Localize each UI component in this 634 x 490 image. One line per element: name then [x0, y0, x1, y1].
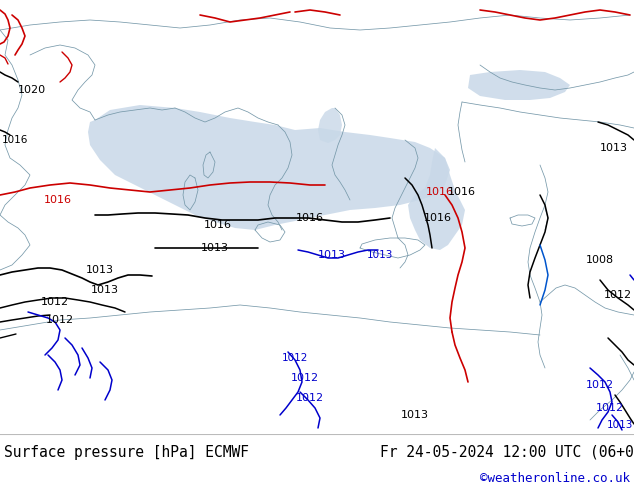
- Text: 1016: 1016: [296, 213, 324, 223]
- Text: 1013: 1013: [401, 410, 429, 420]
- Text: 1016: 1016: [204, 220, 232, 230]
- Text: Surface pressure [hPa] ECMWF: Surface pressure [hPa] ECMWF: [4, 444, 249, 460]
- Text: 1016: 1016: [448, 187, 476, 197]
- Text: 1016: 1016: [424, 213, 452, 223]
- Polygon shape: [468, 70, 570, 100]
- Text: 1012: 1012: [586, 380, 614, 390]
- Text: 1016: 1016: [426, 187, 454, 197]
- Text: 1012: 1012: [46, 315, 74, 325]
- Polygon shape: [318, 108, 342, 143]
- Text: 1012: 1012: [596, 403, 624, 413]
- Text: 1012: 1012: [291, 373, 319, 383]
- Text: 1013: 1013: [91, 285, 119, 295]
- Text: 1013: 1013: [318, 250, 346, 260]
- Text: 1008: 1008: [586, 255, 614, 265]
- Text: 1013: 1013: [201, 243, 229, 253]
- Text: 1012: 1012: [604, 290, 632, 300]
- Text: 1012: 1012: [281, 353, 308, 363]
- Text: 1013: 1013: [600, 143, 628, 153]
- Text: 1020: 1020: [18, 85, 46, 95]
- Text: 1013: 1013: [86, 265, 114, 275]
- Text: 1012: 1012: [41, 297, 69, 307]
- Text: 1013: 1013: [367, 250, 393, 260]
- Text: 1012: 1012: [296, 393, 324, 403]
- Text: 1016: 1016: [44, 195, 72, 205]
- Polygon shape: [408, 148, 465, 250]
- Text: 1013: 1013: [607, 420, 633, 430]
- Text: 1016: 1016: [2, 135, 28, 145]
- Polygon shape: [88, 105, 450, 230]
- Text: ©weatheronline.co.uk: ©weatheronline.co.uk: [480, 471, 630, 485]
- Text: Fr 24-05-2024 12:00 UTC (06+06): Fr 24-05-2024 12:00 UTC (06+06): [380, 444, 634, 460]
